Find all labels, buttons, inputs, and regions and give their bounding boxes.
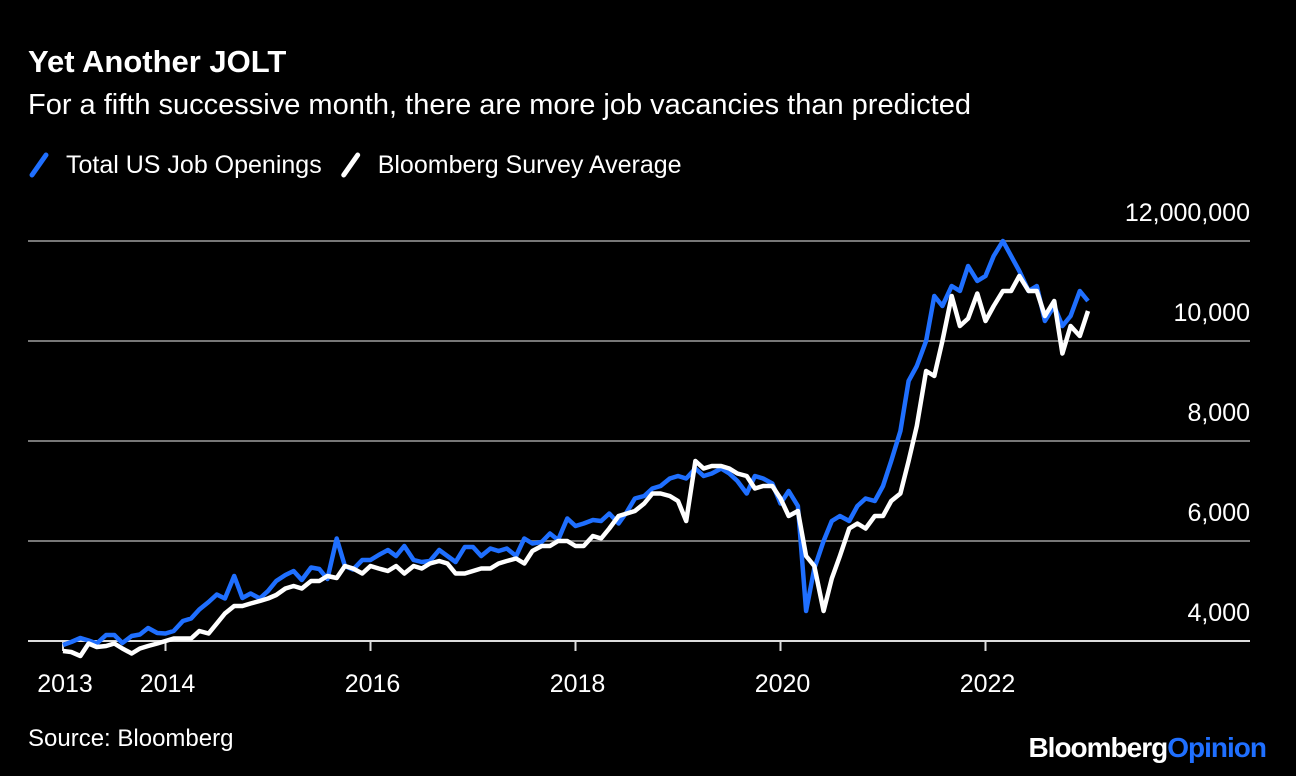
x-tick-label: 2022	[960, 670, 1016, 698]
y-tick-label: 4,000	[1187, 599, 1250, 627]
chart-title: Yet Another JOLT	[28, 44, 286, 79]
x-tick-label: 2018	[550, 670, 606, 698]
y-tick-label: 6,000	[1187, 499, 1250, 527]
logo-accent: Opinion	[1167, 732, 1266, 763]
series-line	[62, 238, 1090, 648]
legend-marker	[29, 152, 49, 178]
x-tick-label: 2020	[755, 670, 811, 698]
y-tick-label: 8,000	[1187, 399, 1250, 427]
x-tick-label: 2014	[140, 670, 196, 698]
source: Source: Bloomberg	[28, 725, 233, 752]
chart-subtitle: For a fifth successive month, there are …	[28, 89, 971, 121]
legend-label: Total US Job Openings	[66, 151, 322, 179]
logo: BloombergOpinion	[1028, 732, 1266, 763]
x-tick-label: 2016	[345, 670, 401, 698]
legend-label: Bloomberg Survey Average	[378, 151, 682, 179]
y-tick-label: 10,000	[1174, 299, 1250, 327]
x-tick-label: 2013	[37, 670, 93, 698]
logo-text: Bloomberg	[1028, 732, 1167, 763]
series-line	[62, 273, 1091, 659]
legend-marker	[341, 152, 361, 178]
y-tick-label: 12,000,000	[1125, 199, 1250, 227]
